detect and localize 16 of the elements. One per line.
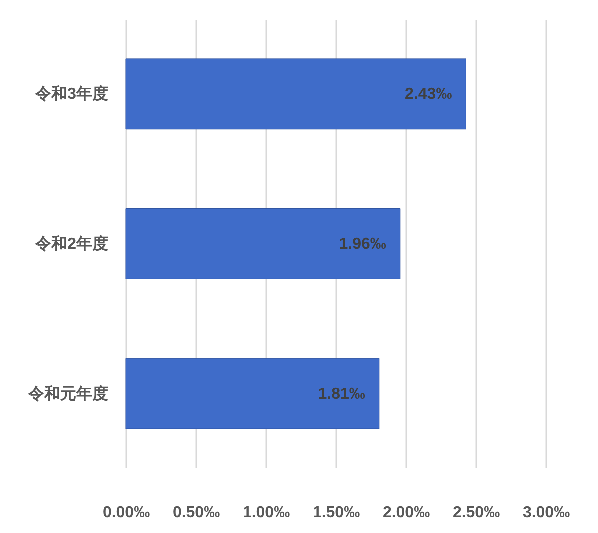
x-tick-label: 2.00‰	[382, 504, 430, 522]
x-tick-label: 0.50‰	[172, 504, 220, 522]
bar	[126, 208, 401, 280]
x-tick-label: 0.00‰	[102, 504, 150, 522]
x-tick-label: 1.00‰	[242, 504, 290, 522]
y-tick-label: 令和2年度	[34, 234, 108, 253]
x-tick-label: 2.50‰	[452, 504, 500, 522]
y-tick-label: 令和元年度	[28, 384, 108, 403]
x-tick-label: 3.00‰	[522, 504, 570, 522]
bar	[126, 58, 466, 130]
x-tick-label: 1.50‰	[312, 504, 360, 522]
data-label: 1.81‰	[318, 386, 366, 403]
data-label: 1.96‰	[339, 236, 386, 253]
y-tick-label: 令和3年度	[34, 84, 108, 104]
bar	[126, 358, 380, 430]
data-label: 2.43‰	[405, 86, 452, 104]
